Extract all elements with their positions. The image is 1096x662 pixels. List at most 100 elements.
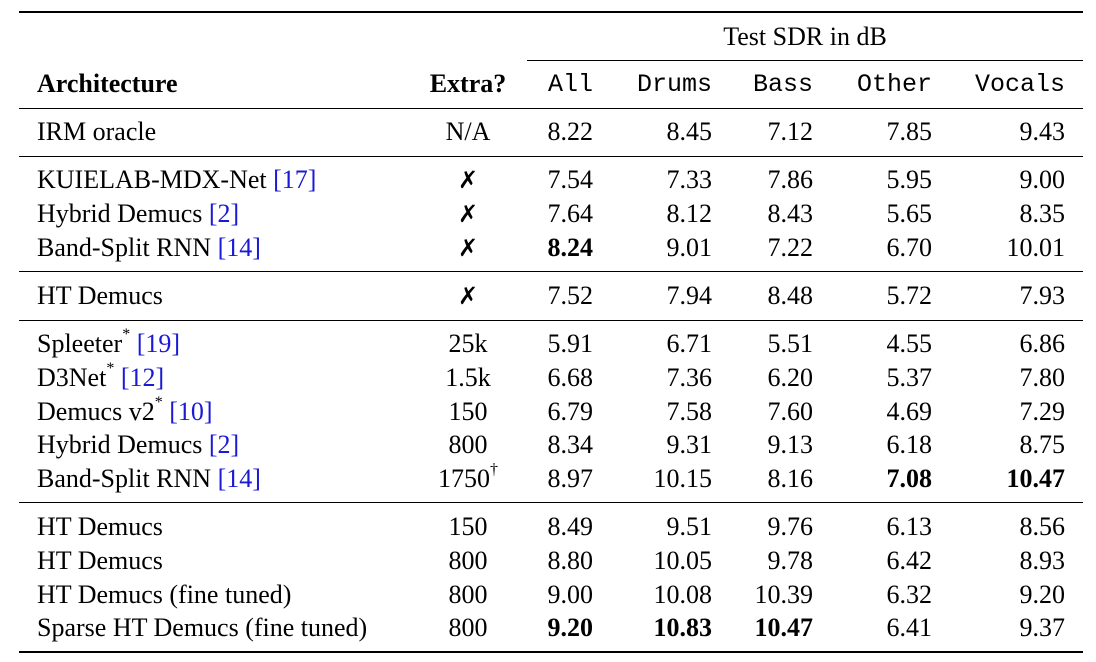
architecture-cell: HT Demucs (37, 510, 163, 544)
sdr-drums-cell: 9.51 (666, 512, 713, 541)
sdr-drums-cell: 8.45 (666, 117, 713, 146)
bottom-rule (19, 651, 1083, 653)
sdr-vocals-cell: 7.29 (1019, 397, 1066, 426)
star-mark: * (106, 360, 115, 378)
sdr-all-cell: 7.64 (547, 199, 594, 228)
architecture-cell: KUIELAB-MDX-Net [17] (37, 163, 316, 197)
sdr-drums-cell: 9.01 (666, 233, 713, 262)
sdr-bass-cell: 7.86 (767, 165, 814, 194)
extra-cell: N/A (408, 115, 528, 149)
architecture-cell: Hybrid Demucs [2] (37, 428, 239, 462)
sdr-other-cell: 6.70 (886, 233, 933, 262)
section-rule-2 (19, 271, 1083, 272)
sdr-bass-cell: 8.16 (767, 464, 814, 493)
sdr-drums-cell: 7.36 (666, 363, 713, 392)
architecture-name: HT Demucs (37, 546, 163, 575)
header-vocals: Vocals (974, 70, 1065, 99)
architecture-name: D3Net (37, 363, 107, 392)
top-rule (19, 11, 1083, 13)
sdr-bass-cell: 9.13 (767, 430, 814, 459)
sdr-bass-cell: 9.78 (767, 546, 814, 575)
extra-cell: 150 (408, 510, 528, 544)
extra-cell: 800 (408, 544, 528, 578)
extra-cell: 1750† (408, 462, 528, 496)
architecture-name: Spleeter (37, 329, 123, 358)
sdr-drums-cell: 7.58 (666, 397, 713, 426)
architecture-name: Hybrid Demucs (37, 199, 203, 228)
architecture-cell: HT Demucs (fine tuned) (37, 578, 291, 612)
architecture-name: HT Demucs (fine tuned) (37, 580, 292, 609)
sdr-drums-cell: 10.08 (653, 580, 713, 609)
sdr-other-cell: 5.65 (886, 199, 933, 228)
sdr-other-cell: 5.72 (886, 281, 933, 310)
sdr-all-cell: 7.54 (547, 165, 594, 194)
sdr-other-cell: 4.55 (886, 329, 933, 358)
sdr-vocals-cell: 9.37 (1019, 613, 1066, 642)
cross-icon: ✗ (457, 200, 479, 228)
sdr-drums-cell: 8.12 (666, 199, 713, 228)
header-extra: Extra? (429, 69, 507, 98)
citation-link[interactable]: [19] (136, 329, 181, 358)
extra-cell: ✗ (408, 163, 528, 197)
sdr-other-cell: 5.95 (886, 165, 933, 194)
sdr-vocals-cell: 9.43 (1019, 117, 1066, 146)
extra-cell: ✗ (408, 231, 528, 265)
sdr-all-cell: 6.68 (547, 363, 594, 392)
sdr-other-cell: 6.42 (886, 546, 933, 575)
sdr-vocals-cell: 6.86 (1019, 329, 1066, 358)
architecture-cell: Band-Split RNN [14] (37, 462, 261, 496)
extra-cell: 800 (408, 428, 528, 462)
extra-value: N/A (445, 117, 491, 146)
citation-link[interactable]: [2] (208, 430, 240, 459)
sdr-drums-cell: 7.94 (666, 281, 713, 310)
architecture-cell: D3Net* [12] (37, 361, 164, 395)
extra-value: 800 (448, 546, 488, 575)
architecture-cell: Hybrid Demucs [2] (37, 197, 239, 231)
citation-link[interactable]: [12] (120, 363, 165, 392)
cross-icon: ✗ (457, 282, 479, 310)
sdr-bass-cell: 8.48 (767, 281, 814, 310)
architecture-name: Sparse HT Demucs (fine tuned) (37, 613, 368, 642)
architecture-cell: HT Demucs (37, 544, 163, 578)
citation-link[interactable]: [14] (217, 464, 261, 493)
sdr-other-cell: 6.18 (886, 430, 933, 459)
citation-link[interactable]: [14] (217, 233, 261, 262)
sdr-all-cell: 8.34 (547, 430, 594, 459)
extra-cell: ✗ (408, 197, 528, 231)
sdr-vocals-cell: 9.20 (1019, 580, 1066, 609)
sdr-all-cell: 8.97 (547, 464, 594, 493)
extra-value: 25k (448, 329, 488, 358)
architecture-name: IRM oracle (37, 117, 157, 146)
citation-link[interactable]: [2] (208, 199, 240, 228)
extra-cell: 1.5k (408, 361, 528, 395)
sdr-bass-cell: 10.39 (754, 580, 814, 609)
extra-cell: 150 (408, 395, 528, 429)
sdr-bass-cell: 8.43 (767, 199, 814, 228)
group-header: Test SDR in dB (723, 22, 887, 51)
sdr-all-cell: 8.49 (547, 512, 594, 541)
sdr-drums-cell: 10.05 (653, 546, 713, 575)
architecture-cell: IRM oracle (37, 115, 156, 149)
citation-link[interactable]: [10] (169, 397, 213, 426)
sdr-drums-cell: 6.71 (666, 329, 713, 358)
extra-cell: 25k (408, 327, 528, 361)
sdr-other-cell: 6.32 (886, 580, 933, 609)
sdr-all-cell: 9.20 (547, 613, 594, 642)
sdr-all-cell: 6.79 (547, 397, 594, 426)
sdr-drums-cell: 10.83 (653, 613, 713, 642)
sdr-bass-cell: 7.60 (767, 397, 814, 426)
extra-value: 150 (448, 397, 488, 426)
section-rule-4 (19, 502, 1083, 503)
architecture-cell: Spleeter* [19] (37, 327, 180, 361)
sdr-vocals-cell: 8.93 (1019, 546, 1066, 575)
sdr-all-cell: 7.52 (547, 281, 594, 310)
citation-link[interactable]: [17] (273, 165, 317, 194)
sdr-drums-cell: 7.33 (666, 165, 713, 194)
architecture-cell: Sparse HT Demucs (fine tuned) (37, 611, 367, 645)
architecture-cell: HT Demucs (37, 279, 163, 313)
sdr-bass-cell: 9.76 (767, 512, 814, 541)
sdr-vocals-cell: 10.01 (1006, 233, 1066, 262)
header-architecture: Architecture (37, 69, 178, 98)
header-all: All (547, 70, 593, 99)
